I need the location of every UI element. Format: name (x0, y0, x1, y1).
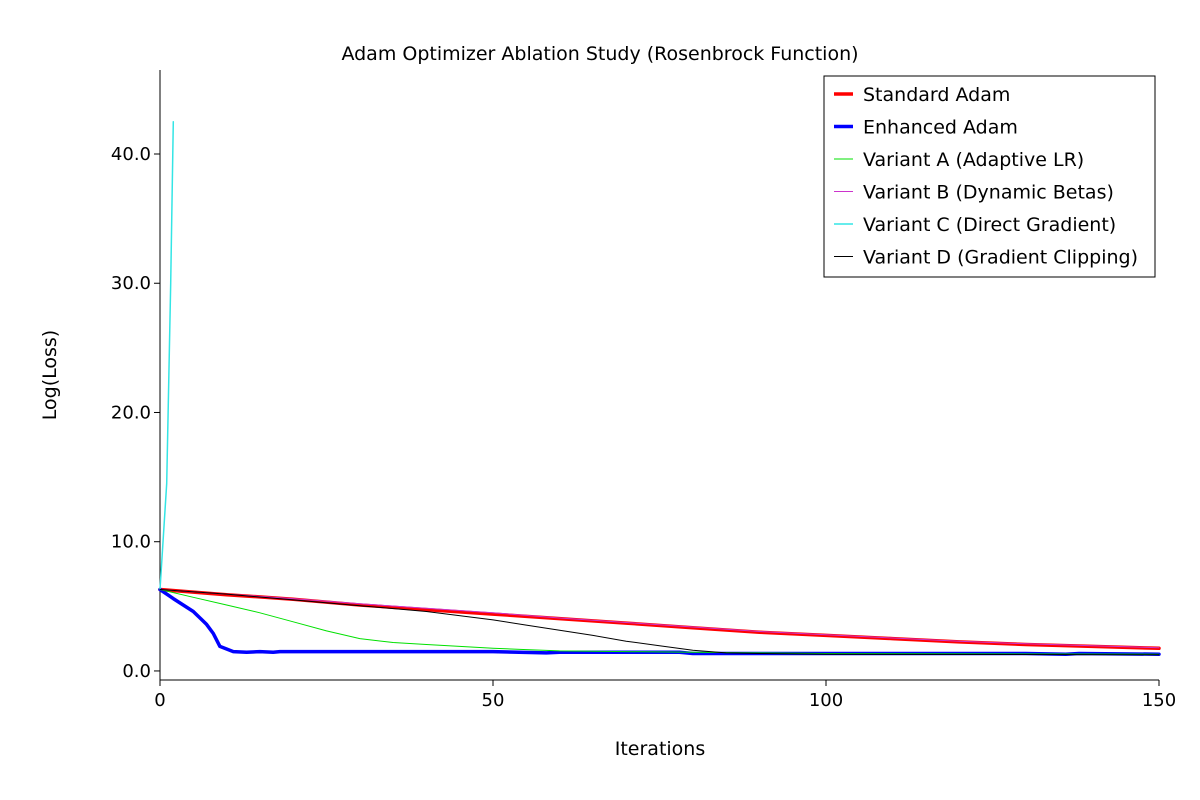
x-tick-label: 150 (1142, 690, 1176, 711)
legend-label: Variant B (Dynamic Betas) (863, 182, 1114, 204)
series-layer (158, 120, 1161, 656)
series-line-4 (159, 589, 1160, 649)
series-line-6 (159, 589, 1160, 656)
y-tick-label: 20.0 (111, 402, 151, 423)
x-tick-label: 0 (154, 690, 165, 711)
legend: Standard Adam Enhanced Adam Variant A (Ada… (823, 75, 1156, 278)
series-line-1 (158, 587, 1161, 651)
series-line-3 (159, 589, 1160, 655)
legend-label: Variant C (Direct Gradient) (863, 214, 1116, 236)
y-axis-title: Log(Loss) (39, 330, 61, 420)
x-tick-label: 50 (482, 690, 505, 711)
legend-label: Standard Adam (863, 84, 1010, 106)
y-tick-label: 0.0 (122, 661, 151, 682)
series-line-5 (159, 120, 175, 591)
legend-label: Variant D (Gradient Clipping) (863, 247, 1138, 269)
legend-label: Enhanced Adam (863, 117, 1018, 139)
y-tick-label: 10.0 (111, 532, 151, 553)
chart-title: Adam Optimizer Ablation Study (Rosenbroc… (341, 43, 858, 65)
y-tick-label: 30.0 (111, 273, 151, 294)
y-tick-label: 40.0 (111, 144, 151, 165)
legend-frame (823, 75, 1156, 278)
x-tick-label: 100 (809, 690, 843, 711)
x-axis-title: Iterations (615, 738, 706, 760)
axes: 0 50 100 150 0.0 10.0 20.0 30.0 40.0 (111, 70, 1176, 711)
legend-label: Variant A (Adaptive LR) (863, 149, 1084, 171)
